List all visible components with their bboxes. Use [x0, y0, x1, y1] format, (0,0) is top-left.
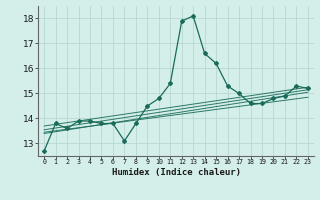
X-axis label: Humidex (Indice chaleur): Humidex (Indice chaleur)	[111, 168, 241, 177]
